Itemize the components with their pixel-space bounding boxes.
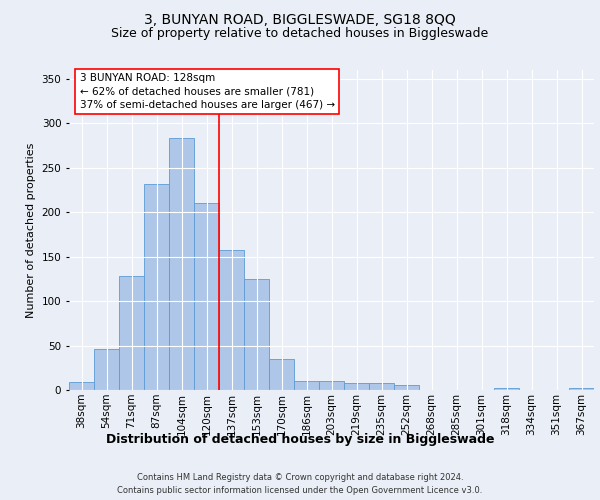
Text: 3 BUNYAN ROAD: 128sqm
← 62% of detached houses are smaller (781)
37% of semi-det: 3 BUNYAN ROAD: 128sqm ← 62% of detached … (79, 73, 335, 110)
Bar (119, 276, 144, 390)
Bar (94, 349, 119, 390)
Text: 3, BUNYAN ROAD, BIGGLESWADE, SG18 8QQ: 3, BUNYAN ROAD, BIGGLESWADE, SG18 8QQ (144, 12, 456, 26)
Y-axis label: Number of detached properties: Number of detached properties (26, 142, 36, 318)
Bar (194, 204, 219, 390)
Text: Distribution of detached houses by size in Biggleswade: Distribution of detached houses by size … (106, 432, 494, 446)
Bar (394, 384, 419, 390)
Bar (294, 381, 319, 390)
Text: Contains HM Land Registry data © Crown copyright and database right 2024.: Contains HM Land Registry data © Crown c… (137, 472, 463, 482)
Bar (169, 138, 194, 390)
Bar (269, 359, 294, 390)
Bar (344, 383, 369, 390)
Text: Size of property relative to detached houses in Biggleswade: Size of property relative to detached ho… (112, 28, 488, 40)
Bar (494, 388, 519, 390)
Bar (319, 381, 344, 390)
Bar (244, 279, 269, 390)
Text: Contains public sector information licensed under the Open Government Licence v3: Contains public sector information licen… (118, 486, 482, 495)
Bar (144, 184, 169, 390)
Bar (69, 382, 94, 390)
Bar (219, 250, 244, 390)
Bar (569, 388, 594, 390)
Bar (369, 383, 394, 390)
